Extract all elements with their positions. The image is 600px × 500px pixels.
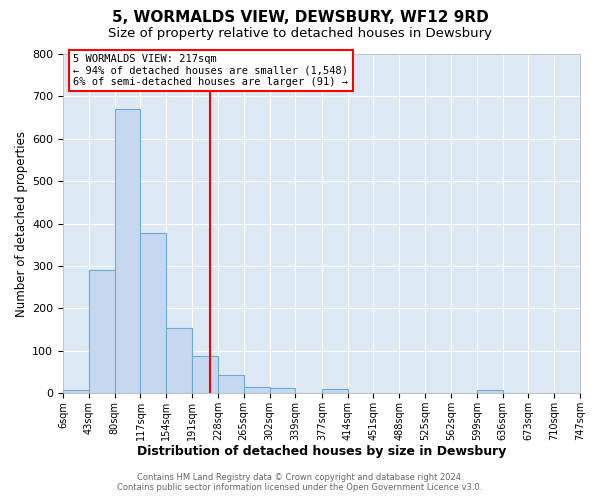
Bar	[140, 233, 166, 393]
Text: 5 WORMALDS VIEW: 217sqm
← 94% of detached houses are smaller (1,548)
6% of semi-: 5 WORMALDS VIEW: 217sqm ← 94% of detache…	[73, 54, 349, 87]
X-axis label: Distribution of detached houses by size in Dewsbury: Distribution of detached houses by size …	[137, 444, 506, 458]
Bar	[477, 390, 503, 393]
Text: Contains HM Land Registry data © Crown copyright and database right 2024.
Contai: Contains HM Land Registry data © Crown c…	[118, 473, 482, 492]
Bar	[322, 389, 347, 393]
Y-axis label: Number of detached properties: Number of detached properties	[15, 130, 28, 316]
Text: Size of property relative to detached houses in Dewsbury: Size of property relative to detached ho…	[108, 28, 492, 40]
Bar	[89, 270, 115, 393]
Bar	[244, 387, 269, 393]
Bar	[269, 388, 295, 393]
Bar	[115, 109, 140, 393]
Bar	[166, 328, 192, 393]
Bar	[218, 376, 244, 393]
Text: 5, WORMALDS VIEW, DEWSBURY, WF12 9RD: 5, WORMALDS VIEW, DEWSBURY, WF12 9RD	[112, 10, 488, 25]
Bar	[63, 390, 89, 393]
Bar	[192, 356, 218, 393]
